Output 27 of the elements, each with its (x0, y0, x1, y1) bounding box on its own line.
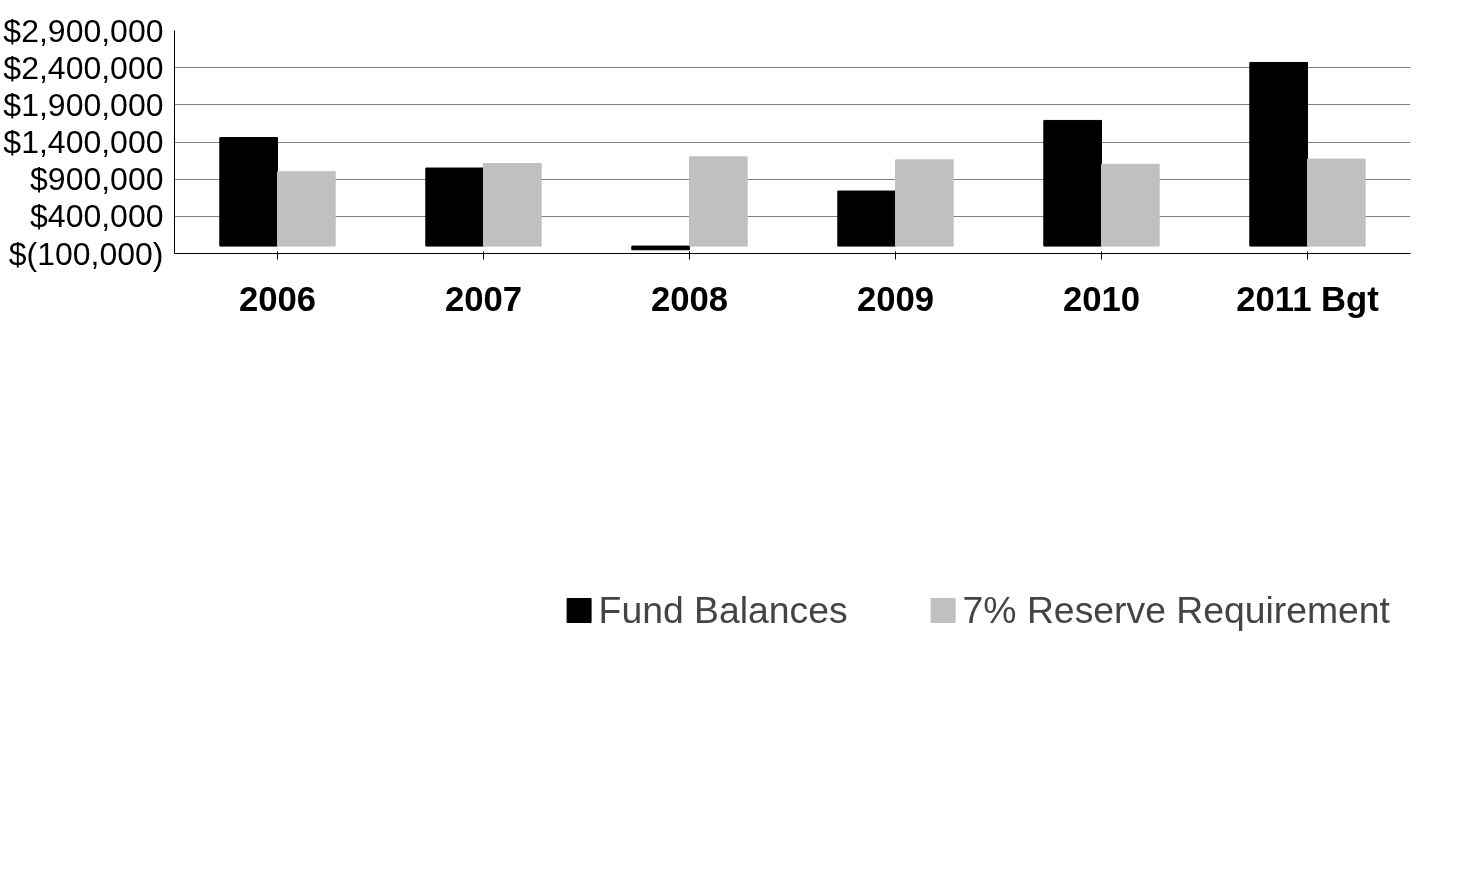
y-tick-label: $(100,000) (8, 235, 164, 272)
bar (1101, 163, 1160, 247)
bar (631, 245, 690, 251)
y-tick-label: $2,400,000 (3, 49, 164, 86)
bar (895, 159, 954, 247)
bar (425, 167, 484, 247)
bar (1043, 119, 1102, 247)
x-tick-label: 2008 (650, 279, 729, 318)
x-tick-label: 2011 Bgt (1236, 279, 1380, 318)
legend-label: 7% Reserve Requirement (962, 588, 1390, 632)
x-tick-label: 2010 (1062, 279, 1141, 318)
x-tick-label: 2006 (238, 279, 317, 318)
bar (483, 163, 542, 247)
y-tick-label: $1,400,000 (3, 124, 164, 160)
bar (1307, 158, 1366, 247)
y-tick-label: $900,000 (30, 161, 164, 198)
y-tick-label: $2,900,000 (3, 12, 164, 49)
bar (1249, 61, 1308, 247)
bar (689, 156, 748, 247)
x-tick-label: 2009 (856, 279, 935, 318)
bar (219, 137, 278, 247)
y-tick-label: $1,900,000 (3, 86, 164, 123)
x-tick-label: 2007 (444, 279, 523, 318)
legend-label: Fund Balances (598, 588, 848, 632)
bar (277, 171, 336, 247)
y-tick-label: $400,000 (30, 198, 164, 235)
bar (837, 190, 896, 247)
